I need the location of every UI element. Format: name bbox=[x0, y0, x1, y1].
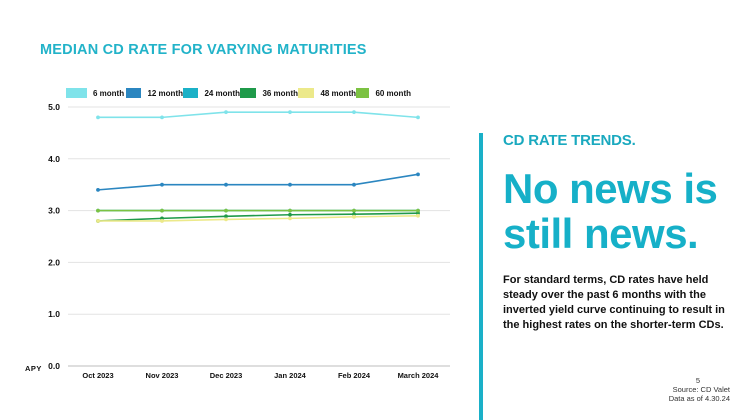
legend-label: 6 month bbox=[93, 88, 125, 98]
data-point bbox=[96, 208, 100, 213]
data-point bbox=[416, 115, 420, 120]
legend-swatch bbox=[183, 88, 199, 98]
y-tick-label: 2.0 bbox=[48, 257, 60, 267]
legend-label: 24 month bbox=[204, 88, 240, 98]
y-tick-label: 4.0 bbox=[48, 154, 60, 164]
y-tick-label: 5.0 bbox=[48, 102, 60, 112]
y-axis-label: APY bbox=[25, 364, 42, 373]
x-tick-label: Feb 2024 bbox=[338, 371, 371, 380]
data-point bbox=[288, 208, 292, 213]
data-point bbox=[352, 208, 356, 213]
chart-title: MEDIAN CD RATE FOR VARYING MATURITIES bbox=[40, 42, 367, 58]
x-tick-label: Jan 2024 bbox=[274, 371, 307, 380]
source-label: Source: CD Valet bbox=[672, 385, 730, 394]
x-tick-label: Dec 2023 bbox=[210, 371, 243, 380]
x-tick-label: March 2024 bbox=[398, 371, 440, 380]
body-paragraph: For standard terms, CD rates have held s… bbox=[503, 274, 725, 331]
accent-divider bbox=[479, 133, 483, 420]
series-line bbox=[97, 173, 419, 191]
legend-label: 36 month bbox=[262, 88, 298, 98]
data-point bbox=[160, 219, 164, 223]
legend-item: 12 month bbox=[126, 88, 183, 98]
data-point bbox=[224, 110, 228, 115]
series-line bbox=[98, 214, 419, 222]
legend-swatch bbox=[298, 88, 315, 98]
legend-label: 60 month bbox=[375, 88, 411, 98]
data-point bbox=[96, 219, 100, 223]
data-point bbox=[288, 182, 292, 187]
source-note: Source: CD Valet Data as of 4.30.24 bbox=[669, 385, 730, 403]
series-line bbox=[97, 212, 419, 222]
data-point bbox=[160, 115, 164, 120]
series-line bbox=[98, 111, 419, 119]
page-number: 5 bbox=[695, 376, 700, 385]
x-tick-label: Oct 2023 bbox=[82, 371, 113, 380]
legend-swatch bbox=[240, 88, 257, 98]
legend-swatch bbox=[126, 88, 142, 98]
data-point bbox=[416, 213, 420, 218]
y-tick-label: 3.0 bbox=[48, 206, 60, 216]
legend-item: 48 month bbox=[298, 88, 356, 98]
data-point bbox=[352, 110, 356, 115]
data-point bbox=[96, 187, 100, 192]
data-point bbox=[288, 110, 292, 115]
data-point bbox=[224, 208, 228, 213]
legend-swatch bbox=[356, 88, 370, 98]
chart-legend: 6 month 12 month 24 month 36 month 48 month 6… bbox=[66, 88, 411, 98]
y-tick-label: 0.0 bbox=[48, 361, 60, 371]
data-point bbox=[160, 182, 164, 187]
data-point bbox=[416, 172, 420, 177]
data-point bbox=[160, 208, 164, 213]
legend-label: 48 month bbox=[320, 88, 356, 98]
data-point bbox=[224, 217, 228, 222]
legend-item: 36 month bbox=[240, 88, 298, 98]
data-point bbox=[352, 214, 356, 219]
legend-item: 6 month bbox=[66, 88, 126, 98]
data-point bbox=[96, 115, 100, 120]
x-tick-label: Nov 2023 bbox=[146, 371, 179, 380]
legend-item: 24 month bbox=[183, 88, 240, 98]
data-point bbox=[224, 182, 228, 187]
data-date: Data as of 4.30.24 bbox=[668, 394, 730, 403]
data-point bbox=[416, 208, 420, 213]
legend-item: 60 month bbox=[356, 88, 411, 98]
data-point bbox=[224, 214, 228, 219]
data-point bbox=[352, 182, 356, 187]
legend-swatch bbox=[66, 88, 87, 98]
y-tick-label: 1.0 bbox=[48, 309, 60, 319]
data-point bbox=[288, 216, 292, 221]
legend-label: 12 month bbox=[147, 88, 183, 98]
data-point bbox=[288, 212, 292, 217]
headline: No news is still news. bbox=[503, 165, 718, 257]
section-kicker: CD RATE TRENDS. bbox=[503, 132, 636, 149]
